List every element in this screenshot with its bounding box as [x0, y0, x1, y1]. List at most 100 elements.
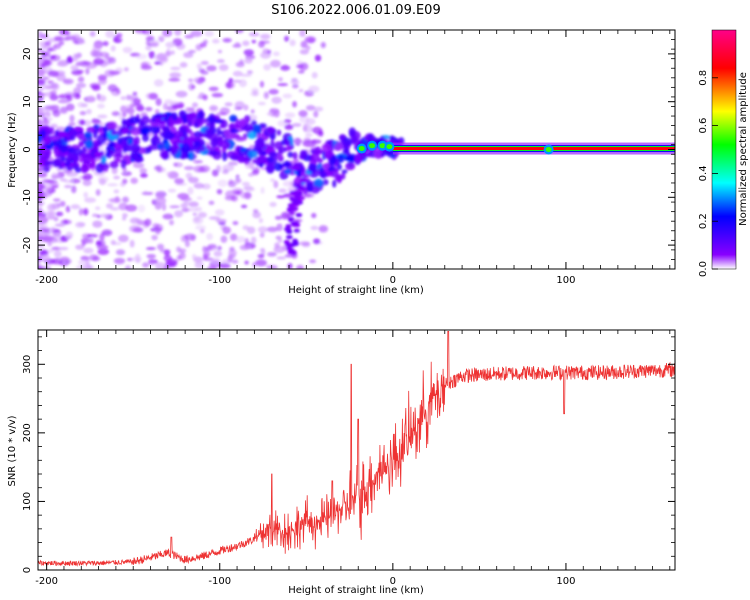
- heatmap-noise-blob: [38, 62, 45, 69]
- heatmap-noise-blob: [50, 123, 58, 129]
- heatmap-noise-blob: [208, 200, 215, 206]
- heatmap-ridge-blob: [66, 152, 73, 160]
- heatmap-streak-blob: [298, 185, 306, 190]
- heatmap-noise-blob: [246, 70, 253, 75]
- heatmap-ridge-blob: [283, 169, 292, 174]
- heatmap-noise-blob: [96, 244, 109, 250]
- heatmap-ridge-blob: [121, 128, 131, 134]
- snr-panel: -200 -100 0 100 0 100 200 300 Height of straigh…: [7, 329, 676, 596]
- heatmap-noise-blob: [77, 102, 85, 108]
- heatmap-ridge-blob: [59, 143, 69, 153]
- heatmap-noise-blob: [83, 119, 92, 127]
- heatmap-noise-blob: [277, 83, 289, 87]
- heatmap-noise-blob: [150, 39, 160, 48]
- heatmap-ridge-blob: [240, 147, 247, 152]
- heatmap-noise-blob: [196, 196, 203, 200]
- heatmap-transition-core: [545, 147, 552, 152]
- heatmap-ridge-blob: [341, 172, 346, 180]
- heatmap-noise-blob: [275, 235, 282, 240]
- heatmap-noise-blob: [188, 83, 195, 91]
- heatmap-noise-blob: [207, 243, 217, 249]
- heatmap-ridge-blob: [74, 166, 82, 173]
- heatmap-noise-blob: [289, 39, 296, 47]
- spectrogram-ytick-label: -20: [22, 237, 33, 253]
- heatmap-noise-blob: [268, 88, 279, 95]
- heatmap-noise-blob: [89, 31, 96, 37]
- heatmap-noise-blob: [140, 65, 153, 70]
- heatmap-noise-blob: [53, 250, 62, 258]
- snr-xtick-label: -100: [208, 576, 231, 587]
- heatmap-noise-blob: [151, 234, 158, 241]
- heatmap-noise-blob: [273, 180, 279, 189]
- heatmap-noise-blob: [136, 105, 145, 112]
- heatmap-ridge-blob: [299, 149, 308, 158]
- heatmap-ridge-blob: [61, 156, 66, 162]
- heatmap-noise-blob: [143, 190, 148, 196]
- heatmap-noise-blob: [207, 265, 218, 269]
- heatmap-streak-blob: [292, 200, 300, 205]
- heatmap-noise-blob: [44, 111, 52, 118]
- heatmap-noise-blob: [246, 226, 256, 235]
- heatmap-noise-blob: [170, 50, 175, 55]
- heatmap-noise-blob: [203, 39, 209, 45]
- heatmap-noise-blob: [193, 160, 203, 164]
- heatmap-noise-blob: [83, 208, 89, 216]
- heatmap-ridge-blob: [319, 171, 328, 179]
- heatmap-ridge-blob: [222, 151, 228, 162]
- heatmap-noise-blob: [193, 165, 205, 173]
- heatmap-ridge-blob: [287, 151, 294, 158]
- heatmap-noise-blob: [190, 30, 203, 38]
- heatmap-noise-blob: [93, 57, 105, 65]
- heatmap-ridge-blob: [163, 131, 175, 140]
- heatmap-ridge-blob: [243, 123, 254, 132]
- heatmap-ridge-blob: [333, 142, 343, 152]
- heatmap-ridge-blob: [180, 143, 191, 154]
- heatmap-streak-blob: [291, 242, 299, 247]
- heatmap-noise-blob: [86, 108, 92, 115]
- heatmap-noise-blob: [280, 211, 291, 220]
- heatmap-streak-blob: [285, 224, 292, 229]
- heatmap-ridge-blob: [186, 137, 196, 142]
- heatmap-noise-blob: [200, 70, 209, 75]
- heatmap-noise-blob: [196, 63, 202, 70]
- heatmap-noise-blob: [108, 70, 121, 75]
- heatmap-ridge-blob: [214, 118, 223, 124]
- heatmap-noise-blob: [187, 207, 198, 212]
- heatmap-noise-blob: [126, 94, 132, 101]
- heatmap-noise-blob: [278, 77, 283, 82]
- heatmap-noise-blob: [38, 191, 43, 198]
- heatmap-ridge-blob: [336, 163, 342, 171]
- heatmap-noise-blob: [313, 106, 324, 112]
- heatmap-noise-blob: [167, 188, 177, 193]
- heatmap-noise-blob: [292, 122, 302, 127]
- heatmap-noise-blob: [47, 242, 52, 247]
- heatmap-ridge-blob: [85, 139, 94, 149]
- heatmap-noise-blob: [154, 53, 166, 62]
- heatmap-ridge-blob: [83, 131, 93, 140]
- heatmap-ridge-blob: [110, 130, 119, 136]
- heatmap-noise-blob: [269, 59, 281, 68]
- snr-series-line: [38, 331, 675, 567]
- heatmap-ridge-blob: [380, 152, 385, 158]
- colorbar-tick-label: 0.0: [698, 261, 709, 277]
- heatmap-noise-blob: [121, 171, 132, 177]
- heatmap-noise-blob: [87, 233, 99, 238]
- heatmap-ridge-blob: [267, 126, 276, 134]
- heatmap-ridge-blob: [82, 153, 93, 164]
- heatmap-noise-blob: [266, 252, 277, 257]
- heatmap-noise-blob: [216, 59, 225, 63]
- heatmap-noise-blob: [156, 243, 165, 251]
- heatmap-noise-blob: [38, 265, 43, 269]
- heatmap-noise-blob: [92, 220, 103, 228]
- heatmap-streak-blob: [289, 211, 295, 216]
- heatmap-noise-blob: [122, 196, 129, 203]
- heatmap-noise-blob: [202, 94, 208, 101]
- heatmap-noise-blob: [225, 81, 236, 89]
- heatmap-ridge-blob: [127, 144, 132, 152]
- heatmap-noise-blob: [148, 50, 155, 59]
- heatmap-noise-blob: [55, 211, 64, 217]
- heatmap-ridge-blob: [276, 129, 282, 136]
- heatmap-noise-blob: [75, 265, 88, 269]
- heatmap-noise-blob: [158, 35, 165, 43]
